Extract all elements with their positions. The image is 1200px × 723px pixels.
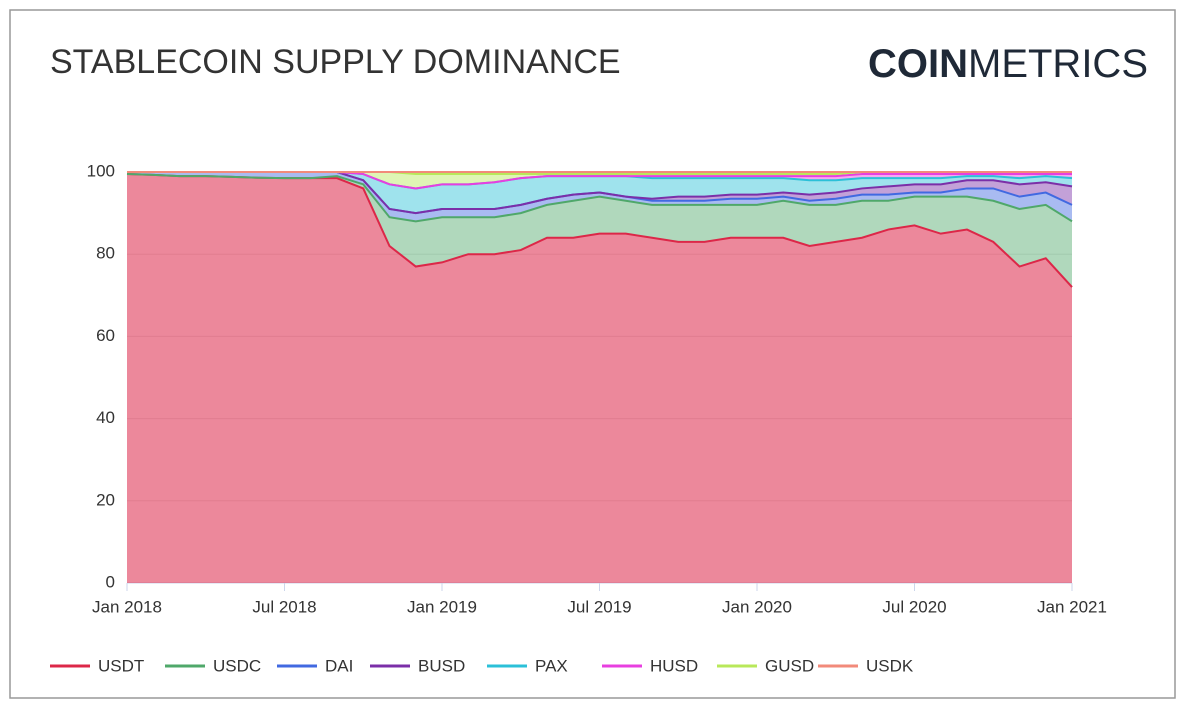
chart-title: STABLECOIN SUPPLY DOMINANCE xyxy=(50,43,621,81)
legend-label: USDK xyxy=(866,656,914,675)
y-tick-label: 100 xyxy=(87,161,115,180)
series-line xyxy=(126,173,1073,223)
x-tick-label: Jul 2018 xyxy=(252,597,316,616)
y-tick-label: 40 xyxy=(96,408,115,427)
brand-light: METRICS xyxy=(968,42,1148,86)
x-tick-label: Jul 2020 xyxy=(882,597,946,616)
y-tick-label: 60 xyxy=(96,326,115,345)
brand-bold: COIN xyxy=(868,42,968,86)
legend-label: PAX xyxy=(535,656,568,675)
legend-label: BUSD xyxy=(418,656,465,675)
legend-label: USDT xyxy=(98,656,144,675)
y-tick-label: 20 xyxy=(96,490,115,509)
legend-label: USDC xyxy=(213,656,261,675)
area-fill xyxy=(127,174,1072,583)
legend-label: DAI xyxy=(325,656,353,675)
x-tick-label: Jan 2019 xyxy=(407,597,477,616)
y-tick-label: 0 xyxy=(106,572,115,591)
legend-label: GUSD xyxy=(765,656,814,675)
legend-label: HUSD xyxy=(650,656,698,675)
y-tick-label: 80 xyxy=(96,244,115,263)
x-tick-label: Jan 2021 xyxy=(1037,597,1107,616)
x-tick-label: Jul 2019 xyxy=(567,597,631,616)
area-fill xyxy=(127,174,1072,288)
x-tick-label: Jan 2020 xyxy=(722,597,792,616)
x-tick-label: Jan 2018 xyxy=(92,597,162,616)
brand-logo: COINMETRICS xyxy=(868,42,1148,86)
area-fill xyxy=(127,172,1072,214)
